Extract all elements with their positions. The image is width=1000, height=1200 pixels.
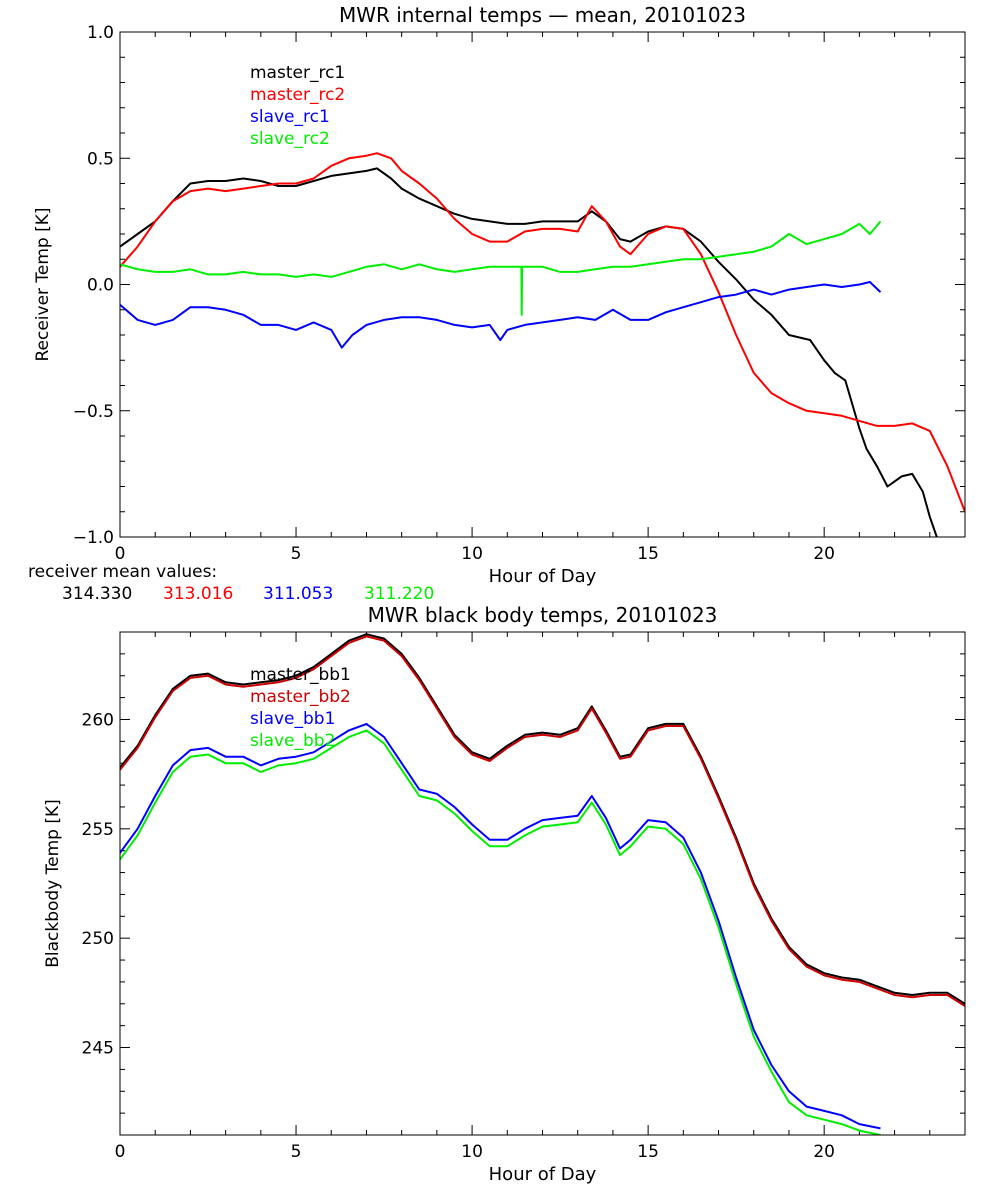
x-tick-label: 20: [813, 1142, 835, 1162]
y-tick-label: 250: [82, 929, 114, 949]
legend-entry-master-bb1: master_bb1: [250, 665, 351, 685]
receiver-mean-values-annotation: receiver mean values:314.330 313.016 311.0…: [28, 562, 434, 604]
y-tick-label: −0.5: [73, 402, 114, 422]
legend-entry-slave-rc1: slave_rc1: [250, 107, 330, 127]
legend-entry-slave-rc2: slave_rc2: [250, 129, 330, 149]
series-line-master-bb1: [120, 633, 965, 1005]
mean-value-2: 313.016: [163, 584, 233, 604]
chart-title: MWR internal temps — mean, 20101023: [339, 3, 746, 27]
x-tick-label: 0: [115, 1142, 126, 1162]
x-tick-label: 0: [115, 544, 126, 564]
series-line-slave-bb2: [120, 729, 881, 1135]
mean-values-label: receiver mean values:: [28, 562, 217, 582]
y-axis-label: Receiver Temp [K]: [33, 207, 53, 361]
x-axis-label: Hour of Day: [489, 1164, 597, 1185]
y-tick-label: 1.0: [87, 23, 114, 43]
x-tick-label: 20: [813, 544, 835, 564]
series-line-master-bb2: [120, 635, 965, 1007]
y-tick-label: −1.0: [73, 528, 114, 548]
y-tick-label: 260: [82, 710, 114, 730]
x-tick-label: 10: [461, 544, 483, 564]
x-tick-label: 15: [637, 544, 659, 564]
x-axis-label: Hour of Day: [489, 566, 597, 587]
plot-frame: [119, 631, 966, 1136]
series-line-slave-rc1: [120, 281, 882, 349]
x-tick-label: 10: [461, 1142, 483, 1162]
y-tick-label: 0.5: [87, 149, 114, 169]
plot-frame: [119, 31, 966, 538]
y-tick-label: 245: [82, 1039, 114, 1059]
legend-entry-master-rc2: master_rc2: [250, 85, 345, 105]
x-tick-label: 5: [291, 1142, 302, 1162]
mean-value-1: 314.330: [62, 584, 132, 604]
series-group: [120, 633, 965, 1135]
y-tick-label: 0.0: [87, 276, 114, 296]
mean-value-4: 311.220: [364, 584, 434, 604]
series-line-slave-bb1: [120, 722, 881, 1130]
x-tick-label: 5: [291, 544, 302, 564]
legend-entry-slave-bb2: slave_bb2: [250, 731, 335, 751]
y-tick-label: 255: [82, 820, 114, 840]
y-axis-label: Blackbody Temp [K]: [43, 799, 63, 968]
mean-value-3: 311.053: [263, 584, 333, 604]
x-tick-label: 15: [637, 1142, 659, 1162]
legend-entry-slave-bb1: slave_bb1: [250, 709, 335, 729]
series-line-master-rc2: [120, 152, 965, 513]
legend-entry-master-bb2: master_bb2: [250, 687, 351, 707]
legend-entry-master-rc1: master_rc1: [250, 63, 345, 83]
blackbody-temps-plot: MWR black body temps, 20101023 0 5 10 15 20 24…: [43, 603, 966, 1185]
series-group: [120, 152, 965, 537]
receiver-temps-plot: MWR internal temps — mean, 20101023 0 5 10 1…: [33, 3, 966, 587]
series-line-slave-rc2: [120, 220, 882, 316]
chart-title: MWR black body temps, 20101023: [368, 603, 718, 627]
